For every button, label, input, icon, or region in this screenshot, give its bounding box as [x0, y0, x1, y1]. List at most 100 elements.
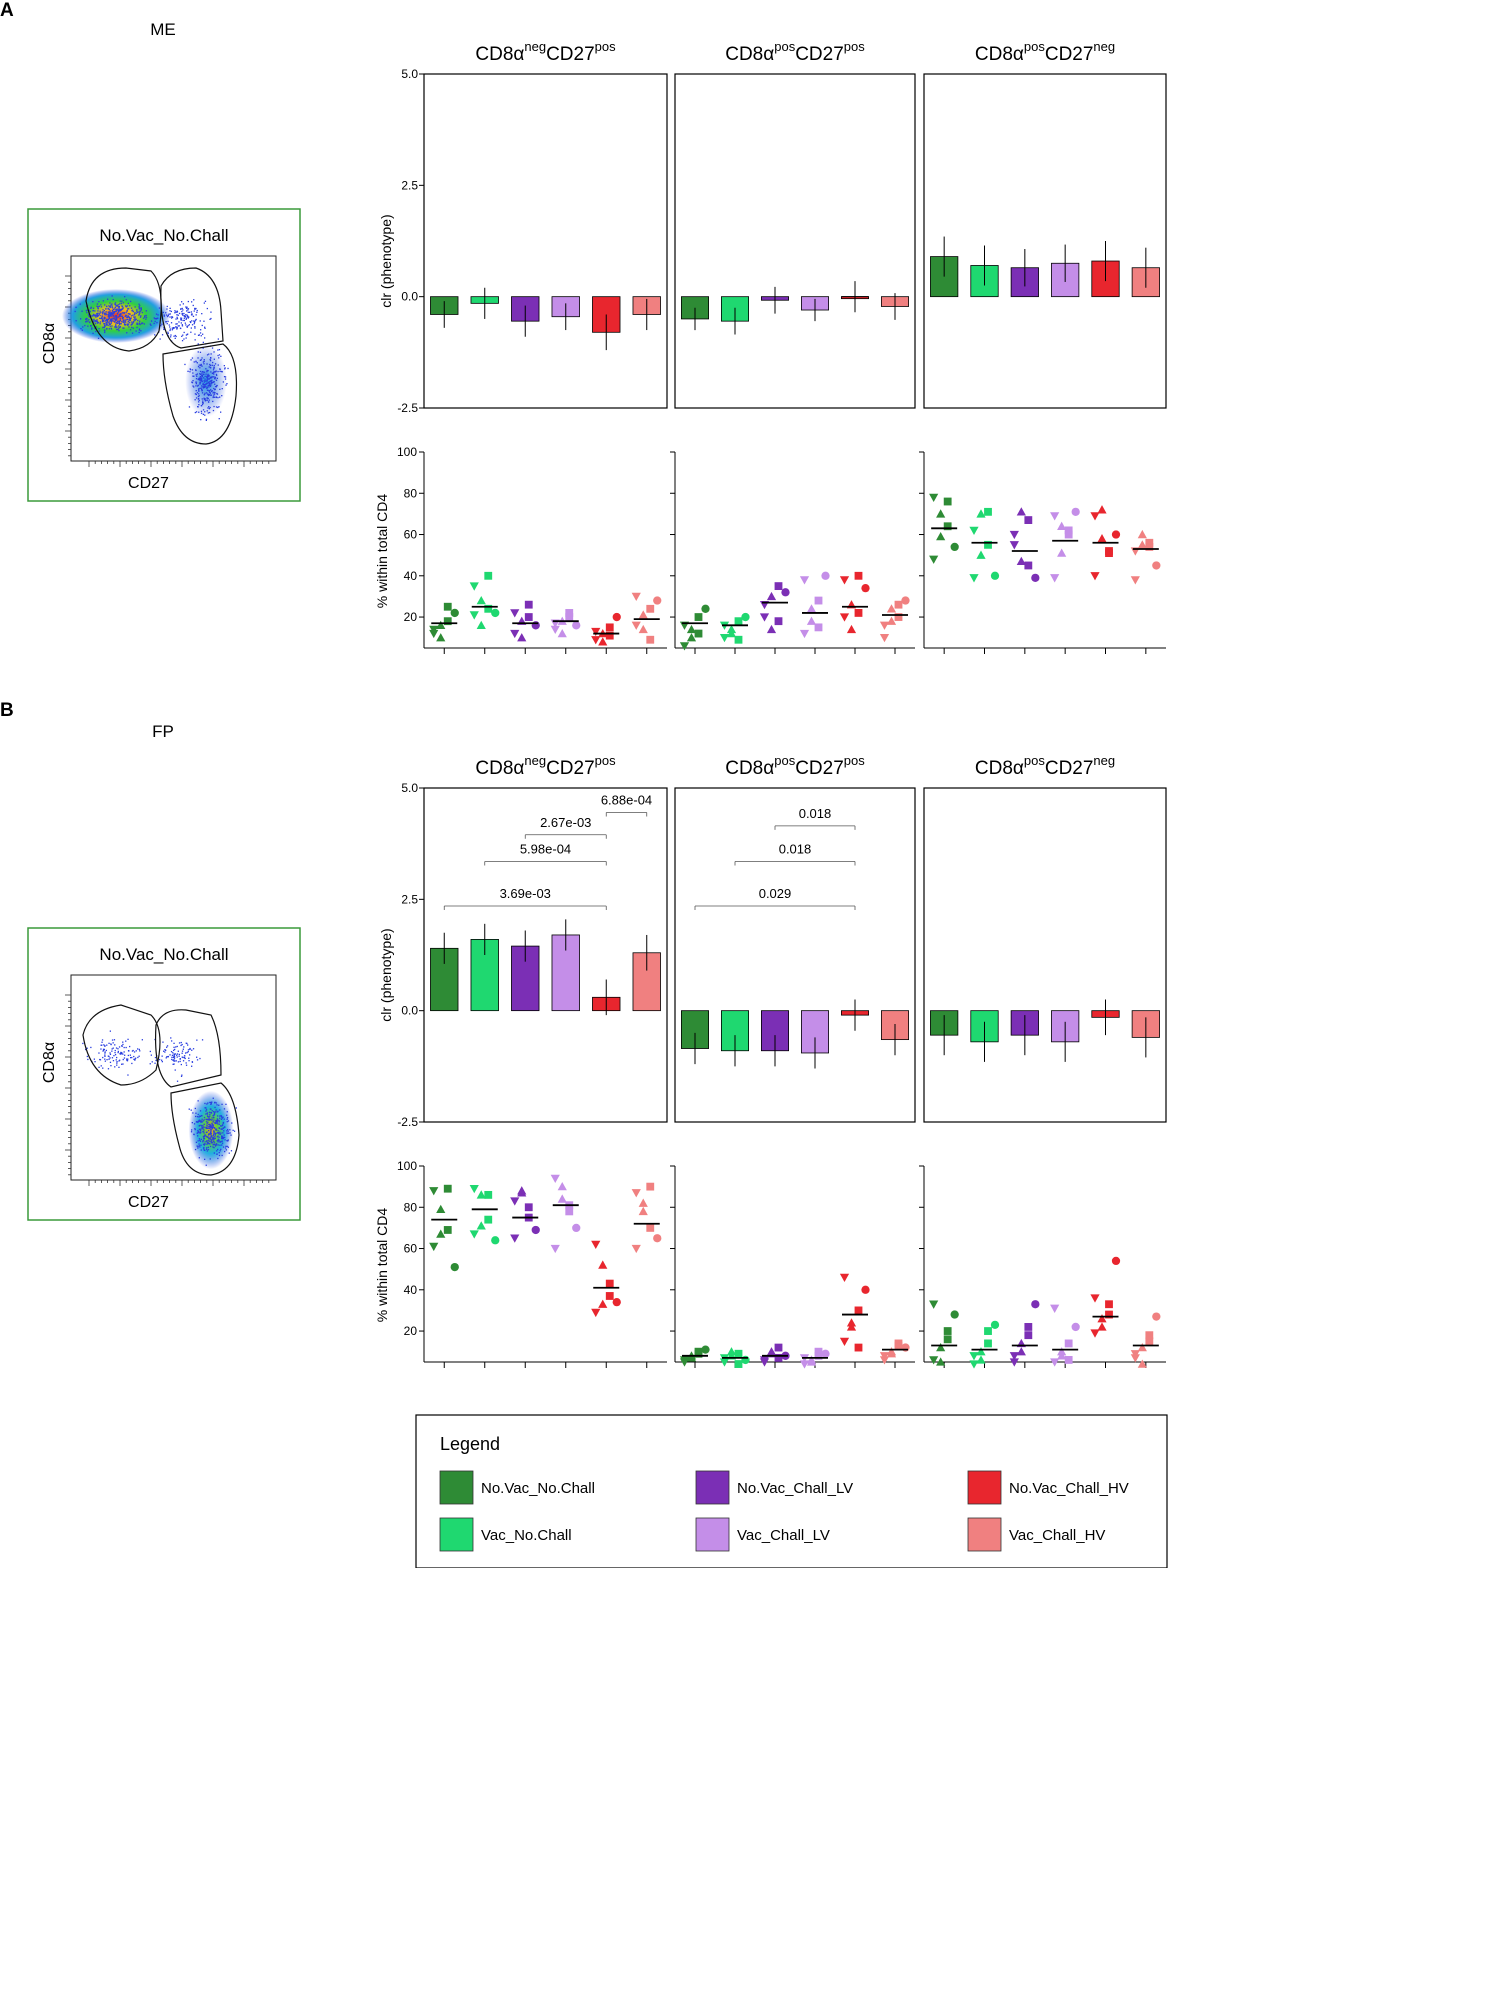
flow-event-dot — [196, 362, 198, 364]
flow-event-dot — [225, 1145, 227, 1147]
flow-event-dot — [213, 1141, 216, 1143]
flow-event-dot — [150, 320, 153, 322]
flow-event-dot — [119, 319, 122, 322]
flow-event-dot — [222, 1116, 224, 1118]
flow-event-dot — [193, 361, 195, 363]
flow-event-dot — [198, 1143, 200, 1145]
flow-event-dot — [109, 312, 111, 314]
flow-event-dot — [127, 308, 130, 310]
flow-event-dot — [167, 331, 169, 333]
flow-event-dot — [218, 349, 221, 351]
data-point — [1071, 1322, 1080, 1332]
flow-event-dot — [207, 1121, 209, 1123]
title-part: pos — [774, 753, 795, 768]
flow-event-dot — [97, 314, 99, 316]
bar-y-tick-label: 5.0 — [401, 67, 418, 81]
flow-event-dot — [118, 1046, 121, 1048]
flow-event-dot — [134, 316, 136, 318]
flow-event-dot — [218, 1120, 220, 1122]
flow-event-dot — [215, 373, 218, 376]
flow-event-dot — [103, 326, 105, 329]
flow-event-dot — [116, 1062, 118, 1064]
bar-y-tick-label: 0.0 — [401, 1004, 418, 1018]
legend-label: No.Vac_Chall_LV — [737, 1480, 853, 1497]
flow-event-dot — [217, 1138, 219, 1140]
data-point — [591, 627, 601, 637]
flow-event-dot — [174, 334, 176, 337]
flow-event-dot — [178, 321, 180, 323]
flow-event-dot — [202, 413, 204, 415]
flow-event-dot — [204, 1102, 206, 1105]
flow-event-dot — [100, 317, 102, 320]
flow-event-dot — [220, 355, 222, 357]
flow-event-dot — [90, 1046, 92, 1049]
legend-item: No.Vac_Chall_LV — [695, 1470, 853, 1505]
flow-event-dot — [208, 408, 210, 410]
flow-event-dot — [197, 1100, 199, 1102]
data-point — [990, 1320, 1000, 1330]
flow-event-dot — [191, 320, 193, 322]
p-value-label: 0.018 — [799, 806, 832, 821]
flow-event-dot — [111, 305, 113, 307]
flow-event-dot — [176, 327, 178, 330]
flow-event-dot — [118, 1060, 120, 1062]
flow-event-dot — [130, 315, 133, 317]
data-point — [1130, 576, 1140, 585]
flow-event-dot — [191, 301, 193, 303]
flow-event-dot — [165, 1049, 167, 1051]
flow-event-dot — [201, 392, 204, 394]
flow-event-dot — [75, 306, 77, 308]
flow-event-dot — [113, 318, 115, 320]
flow-event-dot — [136, 326, 138, 329]
flow-event-dot — [226, 1140, 228, 1142]
flow-event-dot — [138, 328, 141, 330]
flow-event-dot — [103, 316, 105, 318]
data-point — [591, 636, 601, 645]
flow-event-dot — [166, 1056, 168, 1058]
flow-event-dot — [191, 357, 194, 359]
flow-event-dot — [188, 1108, 190, 1110]
flow-event-dot — [207, 394, 210, 397]
flow-event-dot — [117, 313, 119, 315]
data-point — [1105, 1300, 1113, 1309]
scatter-y-tick-label: 100 — [397, 445, 417, 459]
flow-event-dot — [122, 1043, 124, 1046]
flow-event-dot — [109, 320, 111, 322]
data-point — [429, 1242, 439, 1252]
data-point — [839, 576, 850, 585]
significance-bracket: 3.69e-03 — [443, 886, 607, 911]
flow-event-dot — [200, 335, 202, 337]
flow-event-dot — [129, 313, 131, 315]
panel-a-flow-box — [27, 208, 301, 502]
flow-event-dot — [125, 314, 127, 316]
flow-event-dot — [200, 1144, 202, 1146]
flow-event-dot — [204, 337, 206, 339]
flow-event-dot — [202, 1140, 204, 1142]
flow-event-dot — [92, 313, 95, 316]
flow-event-dot — [214, 388, 216, 390]
panel-b-bar-subplot-3-title: CD8αposCD27neg — [975, 753, 1115, 779]
flow-event-dot — [113, 310, 115, 313]
data-point — [799, 629, 810, 639]
flow-event-dot — [118, 320, 120, 323]
flow-event-dot — [145, 310, 147, 312]
flow-event-dot — [138, 323, 141, 325]
flow-event-dot — [169, 313, 171, 315]
flow-event-dot — [106, 318, 108, 320]
flow-event-dot — [85, 1048, 87, 1051]
flow-event-dot — [220, 1125, 222, 1127]
data-point — [734, 635, 743, 644]
flow-event-dot — [206, 387, 208, 390]
panel-a-bar-subplot-3-title: CD8αposCD27neg — [975, 39, 1115, 65]
flow-event-dot — [199, 382, 201, 384]
flow-event-dot — [183, 331, 185, 334]
data-point — [839, 1273, 850, 1283]
flow-event-dot — [212, 392, 214, 394]
flow-event-dot — [194, 307, 196, 310]
flow-event-dot — [187, 300, 189, 303]
flow-event-dot — [193, 375, 195, 377]
flow-event-dot — [215, 1111, 217, 1113]
figure-svg: AMENo.Vac_No.ChallCD27CD8α5.02.50.0-2.5c… — [0, 0, 1168, 1569]
flow-event-dot — [94, 1061, 96, 1063]
flow-event-dot — [161, 323, 163, 325]
